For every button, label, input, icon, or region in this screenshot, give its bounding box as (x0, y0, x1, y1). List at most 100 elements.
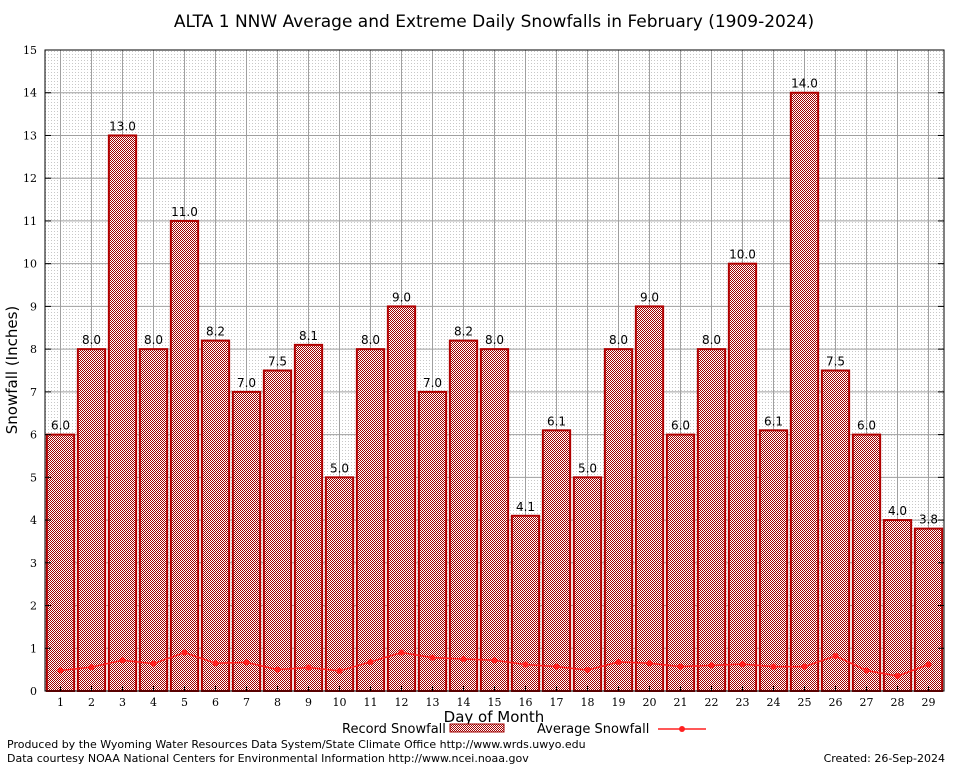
record-bar (231, 390, 262, 692)
footer-created: Created: 26-Sep-2024 (823, 752, 945, 765)
average-point (677, 663, 684, 670)
x-tick-label: 20 (643, 696, 657, 709)
x-tick-label: 18 (581, 696, 595, 709)
record-bar-label: 7.5 (826, 355, 845, 369)
record-bar-label: 7.0 (237, 376, 256, 390)
average-line (57, 649, 932, 680)
record-bar-label: 3.8 (919, 513, 938, 527)
record-bar-label: 8.0 (82, 333, 101, 347)
record-bar (386, 305, 417, 692)
legend-record-swatch (449, 723, 505, 733)
record-bar-label: 14.0 (791, 77, 818, 91)
x-tick-label: 19 (612, 696, 626, 709)
record-bar-label: 5.0 (578, 461, 597, 475)
x-tick-label: 12 (395, 696, 409, 709)
y-tick-label: 0 (30, 685, 37, 698)
average-point (739, 661, 746, 668)
x-tick-label: 8 (274, 696, 281, 709)
x-tick-label: 3 (119, 696, 126, 709)
x-tick-label: 21 (674, 696, 688, 709)
record-bar-label: 7.5 (268, 355, 287, 369)
record-bar-label: 8.0 (609, 333, 628, 347)
record-bar-label: 4.0 (888, 504, 907, 518)
y-tick-label: 15 (23, 44, 37, 57)
record-bar (293, 343, 324, 692)
record-bar (200, 339, 231, 692)
average-point (894, 673, 901, 680)
legend-record-label: Record Snowfall (342, 722, 446, 737)
average-point (88, 664, 95, 671)
record-bar-label: 8.2 (206, 325, 225, 339)
y-axis-label: Snowfall (Inches) (3, 306, 21, 434)
record-bar-label: 13.0 (109, 119, 136, 133)
average-point (832, 652, 839, 659)
x-tick-label: 27 (860, 696, 874, 709)
record-bar (138, 348, 169, 692)
average-point (429, 654, 436, 661)
record-bar (696, 348, 727, 692)
x-tick-label: 17 (550, 696, 564, 709)
record-bar (603, 348, 634, 692)
record-bar-label: 8.0 (485, 333, 504, 347)
record-bar-label: 6.0 (857, 419, 876, 433)
average-point (460, 655, 467, 662)
x-tick-label: 26 (829, 696, 843, 709)
y-tick-label: 3 (30, 557, 37, 570)
x-tick-label: 22 (705, 696, 719, 709)
record-bar (355, 348, 386, 692)
record-bar-label: 8.2 (454, 325, 473, 339)
record-bar (634, 305, 665, 692)
average-point (615, 658, 622, 665)
y-tick-label: 7 (30, 386, 37, 399)
average-point (150, 660, 157, 667)
average-point (553, 663, 560, 670)
y-tick-label: 14 (23, 87, 37, 100)
average-point (367, 658, 374, 665)
x-tick-label: 7 (243, 696, 250, 709)
record-bar (851, 433, 882, 692)
record-bar (169, 219, 200, 693)
footer-data-courtesy: Data courtesy NOAA National Centers for … (7, 752, 529, 765)
x-tick-label: 23 (736, 696, 750, 709)
average-point (646, 660, 653, 667)
record-bar-label: 10.0 (729, 248, 756, 262)
record-bar (572, 476, 603, 693)
legend-average-marker (679, 726, 685, 732)
record-bar-label: 9.0 (392, 290, 411, 304)
record-bar (541, 429, 572, 692)
average-point (398, 649, 405, 656)
record-bar-label: 4.1 (516, 500, 535, 514)
record-bar (882, 519, 913, 692)
record-bar-label: 8.0 (361, 333, 380, 347)
x-tick-label: 10 (333, 696, 347, 709)
record-bar-label: 5.0 (330, 461, 349, 475)
average-point (491, 657, 498, 664)
x-tick-label: 25 (798, 696, 812, 709)
y-tick-label: 13 (23, 129, 37, 142)
x-tick-label: 9 (305, 696, 312, 709)
average-point (181, 649, 188, 656)
legend: Record Snowfall Average Snowfall (342, 722, 706, 737)
x-tick-label: 6 (212, 696, 219, 709)
x-tick-label: 29 (922, 696, 936, 709)
record-bar (820, 369, 851, 692)
average-point (863, 667, 870, 674)
record-bar-label: 8.1 (299, 329, 318, 343)
x-tick-label: 1 (57, 696, 64, 709)
y-tick-label: 2 (30, 600, 37, 613)
x-tick-label: 28 (891, 696, 905, 709)
record-bar (262, 369, 293, 692)
average-point (925, 661, 932, 668)
legend-average-label: Average Snowfall (537, 722, 649, 737)
x-axis-label: Day of Month (444, 708, 545, 726)
average-point (801, 663, 808, 670)
record-bar-label: 8.0 (702, 333, 721, 347)
record-bar (758, 429, 789, 692)
record-bar-label: 6.0 (671, 419, 690, 433)
bar-labels: 6.0 8.0 13.0 8.0 11.0 8.2 7.0 7.5 8.1 5.0 8.0 9.0 7.… (51, 77, 938, 527)
average-point (584, 667, 591, 674)
footer-produced-by: Produced by the Wyoming Water Resources … (7, 738, 586, 751)
y-tick-label: 10 (23, 258, 37, 271)
